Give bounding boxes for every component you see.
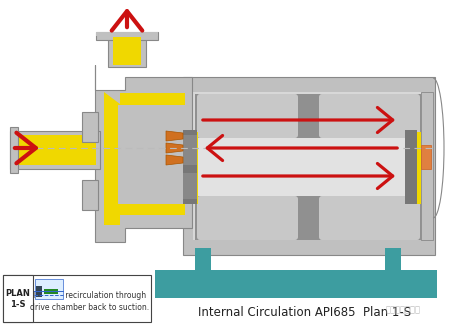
Bar	[44, 289, 58, 294]
Text: 石化绿科技咨询: 石化绿科技咨询	[386, 306, 420, 315]
Bar	[322, 97, 417, 135]
FancyBboxPatch shape	[197, 196, 298, 240]
Bar	[385, 248, 401, 273]
Bar	[405, 130, 417, 204]
Bar	[96, 32, 158, 40]
Polygon shape	[95, 65, 192, 242]
Bar	[108, 34, 146, 67]
Bar	[188, 132, 198, 204]
Bar	[421, 145, 431, 169]
FancyBboxPatch shape	[197, 94, 298, 138]
Bar	[14, 135, 96, 165]
Bar	[193, 92, 425, 240]
Bar	[195, 94, 421, 138]
Bar	[421, 92, 433, 240]
Bar	[35, 279, 63, 299]
Bar	[183, 135, 197, 165]
Bar	[96, 32, 158, 36]
Bar	[183, 173, 197, 199]
Bar	[183, 130, 197, 204]
Bar	[10, 131, 100, 169]
Bar	[195, 248, 211, 273]
Bar	[82, 112, 98, 142]
Bar	[36, 286, 42, 297]
Bar	[195, 196, 421, 240]
Bar	[3, 275, 33, 322]
Polygon shape	[166, 143, 183, 153]
Bar	[200, 97, 295, 135]
Bar	[183, 77, 435, 255]
Bar	[113, 37, 141, 65]
Polygon shape	[166, 155, 183, 165]
Bar	[82, 180, 98, 210]
Bar	[155, 270, 437, 298]
Text: Internal recirculation through: Internal recirculation through	[34, 291, 147, 300]
Bar	[3, 275, 151, 322]
Text: PLAN
1-S: PLAN 1-S	[5, 289, 30, 309]
Text: drive chamber back to suction.: drive chamber back to suction.	[30, 303, 149, 311]
FancyBboxPatch shape	[319, 94, 420, 138]
FancyBboxPatch shape	[319, 196, 420, 240]
Polygon shape	[104, 92, 185, 225]
Bar	[411, 132, 421, 204]
Polygon shape	[166, 131, 183, 141]
Bar	[10, 127, 18, 173]
Text: Internal Circulation API685  Plan 1-S: Internal Circulation API685 Plan 1-S	[198, 306, 412, 318]
Bar	[193, 138, 425, 196]
